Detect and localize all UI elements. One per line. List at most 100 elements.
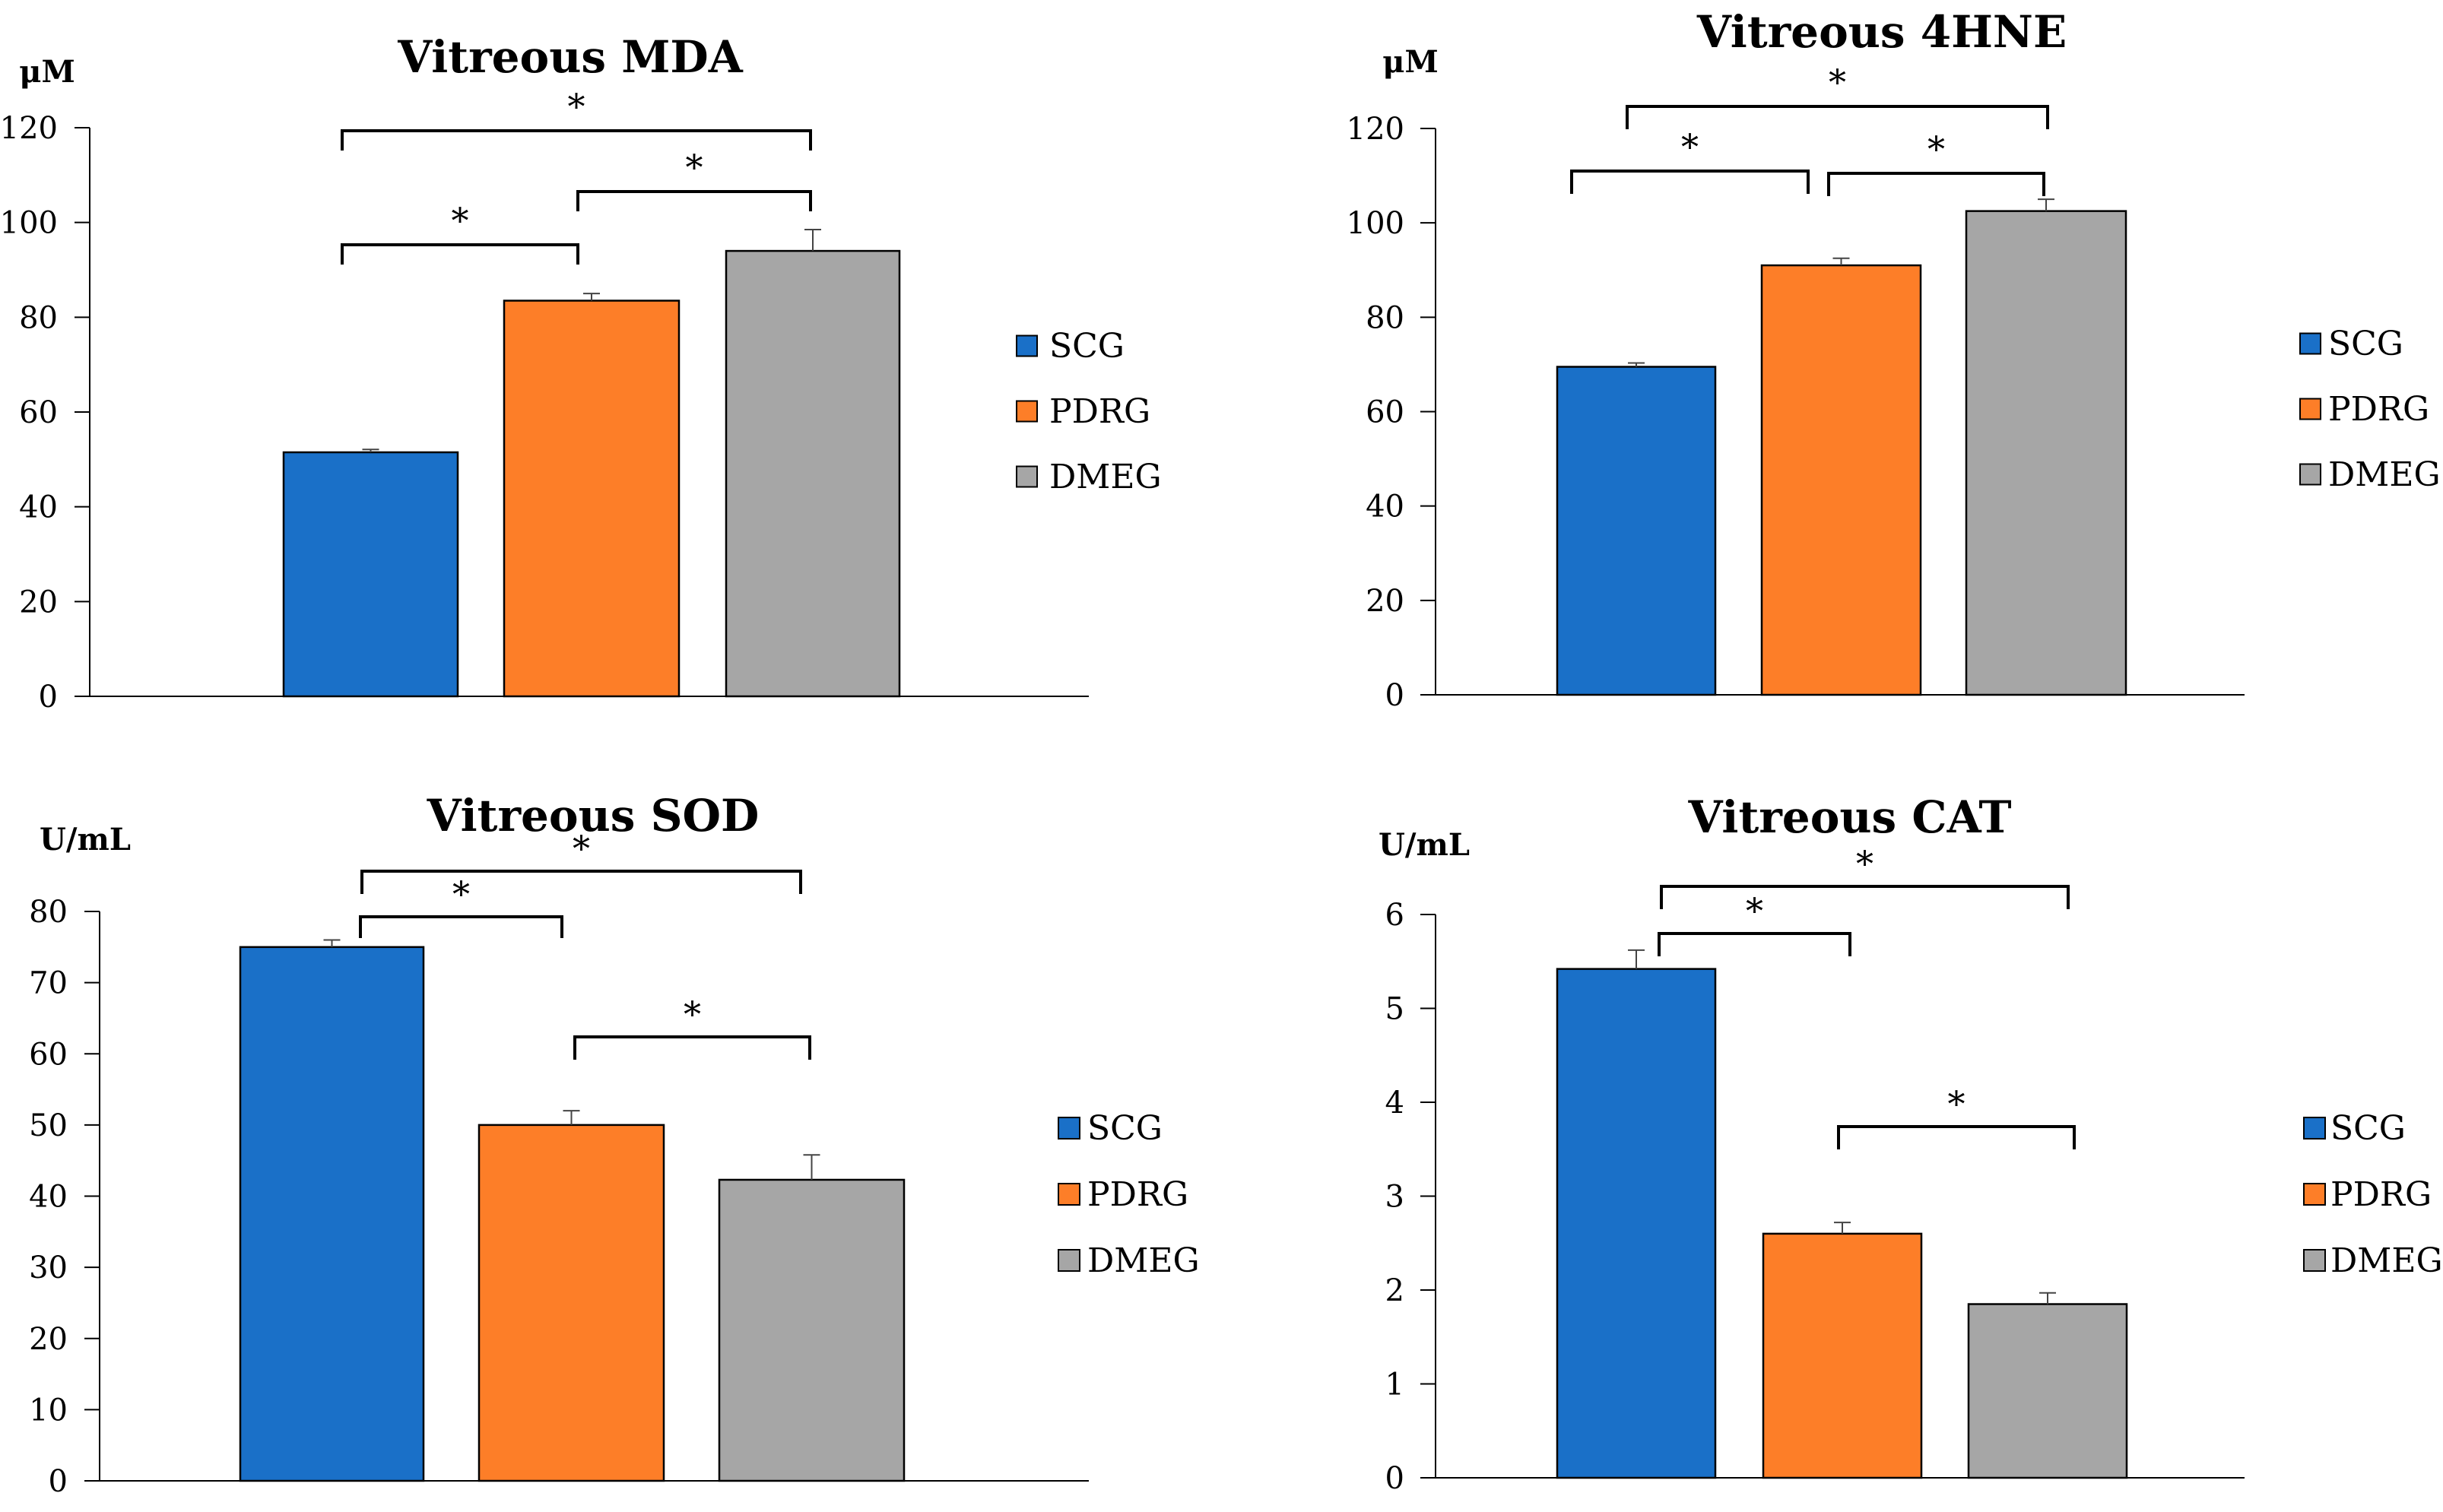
legend-label: SCG — [2330, 1109, 2406, 1148]
bar-scg — [1556, 366, 1717, 696]
error-bar-dmeg — [804, 229, 821, 252]
legend-label: SCG — [1087, 1109, 1163, 1148]
legend-item-pdrg: PDRG — [2299, 390, 2429, 429]
legend-swatch — [2303, 1183, 2326, 1206]
error-bar-dmeg — [803, 1154, 820, 1180]
error-bar-scg — [362, 449, 379, 452]
y-tick-label: 60 — [1366, 395, 1404, 430]
legend-swatch — [2303, 1117, 2326, 1140]
significance-star: * — [568, 86, 585, 127]
y-tick-label: 0 — [49, 1464, 68, 1499]
chart-title: Vitreous 4HNE — [1696, 6, 2067, 58]
legend-item-scg: SCG — [2303, 1109, 2406, 1148]
bracket-line — [1827, 172, 2045, 196]
significance-bracket: * — [1658, 890, 1851, 956]
significance-star: * — [1746, 890, 1763, 931]
y-tick-label: 0 — [39, 680, 58, 715]
y-tick-label: 20 — [19, 585, 58, 620]
error-bar-dmeg — [2039, 1292, 2056, 1304]
significance-bracket: * — [341, 200, 579, 265]
bar-dmeg — [718, 1178, 906, 1482]
y-tick-label: 120 — [0, 111, 58, 146]
legend-item-dmeg: DMEG — [2299, 455, 2441, 494]
y-tick-label: 40 — [29, 1180, 68, 1215]
significance-star: * — [686, 147, 703, 188]
legend-label: DMEG — [1087, 1241, 1200, 1280]
legend-swatch — [2299, 398, 2321, 420]
legend-item-scg: SCG — [1016, 327, 1125, 366]
y-axis-unit-label: μM — [19, 54, 75, 90]
y-tick-label: 3 — [1385, 1180, 1404, 1215]
legend-label: SCG — [1049, 327, 1125, 366]
significance-bracket: * — [1827, 128, 2045, 196]
bracket-line — [1626, 105, 2049, 129]
error-bar-pdrg — [1832, 257, 1850, 266]
chart-title: Vitreous SOD — [427, 790, 760, 842]
bracket-line — [1658, 932, 1851, 956]
y-tick-label: 5 — [1385, 992, 1404, 1027]
chart-title: Vitreous CAT — [1687, 791, 2011, 843]
bracket-line — [1570, 170, 1810, 194]
bar-pdrg — [1760, 264, 1922, 696]
legend-item-pdrg: PDRG — [1016, 392, 1150, 431]
y-axis-unit-label: U/mL — [40, 822, 131, 857]
legend-swatch — [1016, 400, 1038, 423]
bracket-line — [573, 1035, 811, 1060]
legend-item-scg: SCG — [1058, 1109, 1163, 1148]
legend-item-dmeg: DMEG — [2303, 1241, 2443, 1280]
y-axis-unit-label: U/mL — [1379, 827, 1470, 863]
y-tick-label: 20 — [1366, 584, 1404, 619]
legend-swatch — [2299, 463, 2321, 486]
y-tick-label: 80 — [1366, 300, 1404, 335]
bar-scg — [239, 946, 425, 1482]
significance-bracket: * — [1570, 126, 1810, 194]
y-tick-label: 100 — [0, 206, 58, 241]
error-bar-pdrg — [563, 1110, 580, 1125]
y-tick-label: 6 — [1385, 898, 1404, 933]
significance-star: * — [1829, 62, 1846, 103]
significance-star: * — [1856, 843, 1873, 884]
bar-dmeg — [1965, 210, 2127, 696]
y-tick-label: 30 — [29, 1250, 68, 1285]
bar-scg — [282, 451, 459, 698]
bracket-line — [341, 129, 812, 151]
y-tick-label: 50 — [29, 1108, 68, 1143]
y-tick-label: 4 — [1385, 1086, 1404, 1121]
legend-swatch — [1058, 1117, 1080, 1140]
bracket-line — [341, 243, 579, 265]
legend-swatch — [2303, 1249, 2326, 1272]
y-tick-label: 80 — [29, 895, 68, 930]
legend-label: PDRG — [1049, 392, 1150, 431]
error-bar-pdrg — [1834, 1222, 1851, 1234]
bar-dmeg — [1967, 1303, 2128, 1479]
y-tick-label: 40 — [1366, 490, 1404, 525]
y-tick-label: 40 — [19, 490, 58, 525]
significance-star: * — [1948, 1083, 1966, 1124]
chart-cat: Vitreous CAT U/mL 0 1 2 3 4 5 6 * * * SCG PDRG DMEG — [1379, 791, 2443, 1496]
chart-hne: Vitreous 4HNE μM 0 20 40 60 80 100 120 * * * SCG PDRG… — [1347, 6, 2441, 713]
error-bar-dmeg — [2038, 198, 2054, 211]
significance-bracket: * — [573, 994, 811, 1060]
y-tick-label: 60 — [29, 1037, 68, 1072]
significance-bracket: * — [341, 86, 812, 151]
bar-scg — [1556, 968, 1717, 1479]
legend-swatch — [1058, 1183, 1080, 1206]
legend-item-pdrg: PDRG — [1058, 1175, 1188, 1214]
bracket-line — [359, 915, 563, 938]
error-bar-pdrg — [583, 293, 600, 301]
error-bar-scg — [1628, 362, 1645, 367]
bracket-line — [1837, 1125, 2076, 1149]
y-axis-unit-label: μM — [1382, 44, 1439, 80]
y-tick-label: 20 — [29, 1322, 68, 1357]
legend-label: PDRG — [2328, 390, 2429, 429]
y-tick-label: 100 — [1347, 206, 1404, 241]
y-tick-label: 0 — [1385, 678, 1404, 713]
significance-star: * — [573, 828, 590, 869]
legend-label: DMEG — [2330, 1241, 2443, 1280]
bar-pdrg — [503, 300, 681, 698]
significance-bracket: * — [360, 828, 802, 894]
significance-star: * — [452, 200, 469, 241]
legend-label: PDRG — [2330, 1175, 2432, 1214]
legend-label: SCG — [2328, 325, 2403, 363]
